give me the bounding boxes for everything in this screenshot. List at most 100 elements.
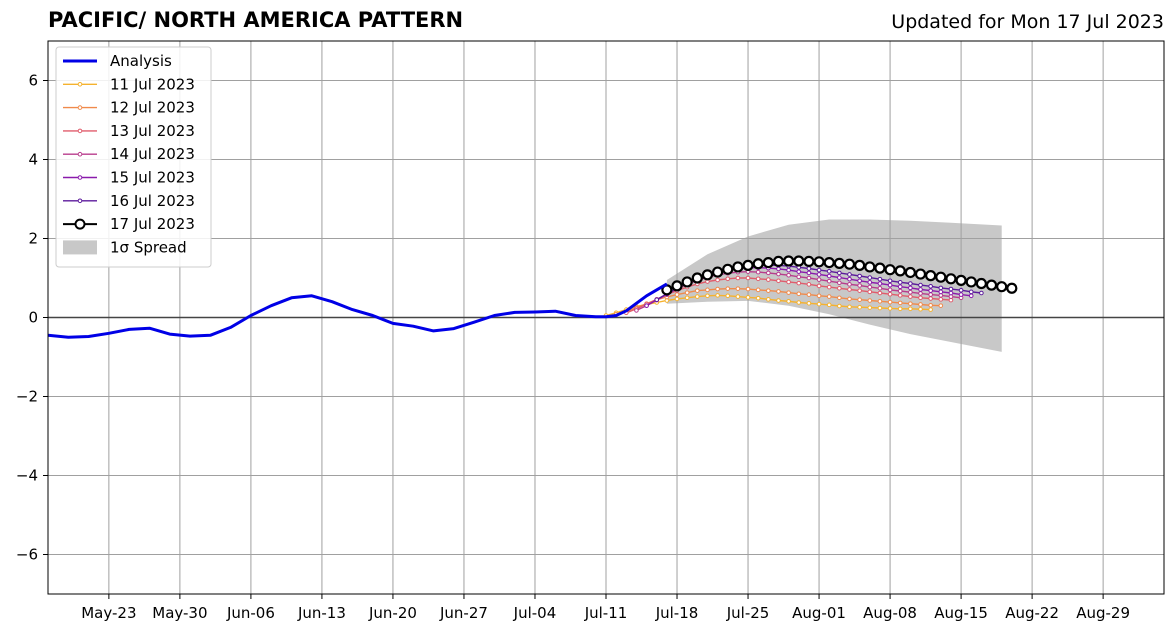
forecast-point [847,296,852,302]
forecast-point [847,272,852,277]
forecast-point [711,266,724,278]
forecast-point [776,271,781,277]
forecast-point [854,259,866,271]
forecast-point [776,289,781,294]
legend-swatch-marker [77,198,83,204]
forecast-point [796,291,802,297]
forecast-point [965,276,977,288]
forecast-point [786,267,791,273]
forecast-point [847,282,852,287]
forecast-point [715,277,720,283]
forecast-point [897,284,903,289]
forecast-point [938,289,944,295]
forecast-point [908,285,913,291]
forecast-point [867,284,873,290]
forecast-point [908,306,913,312]
forecast-point [806,270,812,276]
forecast-point [695,294,700,299]
y-tick-label: 4 [28,151,38,169]
y-tick-label: 2 [28,230,38,248]
spread-layer [666,219,1002,352]
forecast-point [887,299,893,305]
spread-band [666,219,1002,352]
forecast-point [634,308,639,313]
forecast-point [857,278,862,284]
forecast-point [968,293,974,299]
forecast-point [908,289,913,295]
forecast-point [837,270,842,276]
forecast-point [904,266,916,279]
forecast-point [725,276,731,282]
x-tick-label: Jul-25 [726,604,770,622]
forecast-point [948,286,954,292]
y-tick-label: −6 [16,546,38,564]
forecast-point [837,285,842,291]
forecast-point [877,299,883,304]
forecast-point [996,281,1008,293]
forecast-point [786,272,791,278]
legend-swatch-marker [77,128,83,134]
forecast-point [826,284,832,290]
forecast-point [684,290,690,295]
forecast-point [979,290,984,296]
legend-box [55,46,212,268]
forecast-point [837,280,842,286]
forecast-point [766,288,771,293]
forecast-point [806,282,812,287]
forecast-point [843,258,856,270]
forecast-point [985,279,998,291]
forecast-point [887,306,893,311]
forecast-point [877,276,883,282]
legend-swatch-marker [77,175,83,180]
forecast-point [938,303,944,308]
forecast-point [806,300,812,306]
forecast-point [928,302,933,308]
forecast-point [755,269,761,275]
forecast-point [897,288,903,294]
forecast-point [975,277,987,290]
forecast-point [681,276,693,288]
forecast-point [847,287,852,292]
legend: Analysis 11 Jul 2023 12 Jul 2023 13 Jul 202… [55,46,212,268]
forecast-point [955,274,967,286]
x-tick-label: Jun-06 [226,604,275,622]
forecast-point [897,280,903,285]
forecast-point [826,278,832,284]
x-tick-label: Aug-01 [792,604,846,622]
forecast-point [968,289,974,295]
x-tick-label: Jul-11 [584,604,628,622]
forecast-point [816,301,822,307]
analysis-line [47,282,668,339]
legend-label: Analysis [110,52,172,70]
forecast-point [796,300,802,305]
legend-label: 17 Jul 2023 [110,215,195,233]
forecast-point [786,299,791,304]
y-tick-label: −4 [16,467,38,485]
forecast-point [755,295,761,301]
forecast-point [928,292,933,297]
forecast-point [766,270,771,276]
forecast-point [837,295,842,301]
forecast-point [803,255,815,268]
forecast-point [867,298,873,303]
forecast-point [745,295,751,300]
legend-swatch-marker [74,218,86,230]
legend-label: 15 Jul 2023 [110,169,195,187]
forecast-point [826,273,832,279]
legend-swatch-spread [63,240,97,255]
forecast-point [806,275,812,281]
forecast-point [928,307,933,312]
x-tick-label: Jul-04 [513,604,557,622]
forecast-point [725,286,731,291]
forecast-point [772,255,785,268]
forecast-point [908,294,913,299]
forecast-point [766,277,771,282]
forecast-point [762,256,774,269]
forecast-point [857,283,862,288]
forecast-point [958,292,964,297]
forecast-point [705,287,710,293]
forecast-point [796,274,802,280]
forecast-point [897,293,903,298]
legend-label: 13 Jul 2023 [110,122,195,140]
forecast-point [701,269,714,281]
